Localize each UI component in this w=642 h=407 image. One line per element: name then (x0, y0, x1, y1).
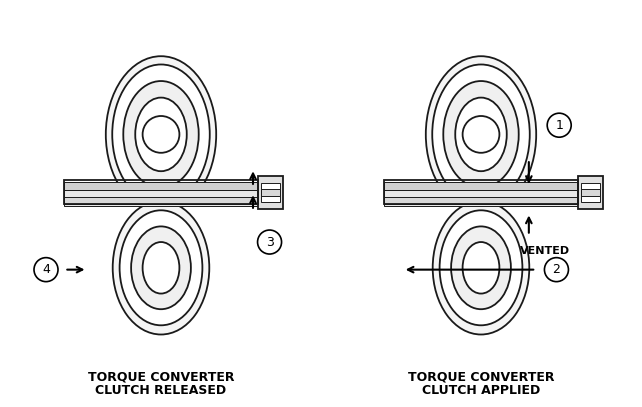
Bar (385, 190, 578, 206)
Bar (261, 183, 280, 201)
Ellipse shape (135, 98, 187, 171)
Bar (385, 182, 578, 190)
Ellipse shape (463, 242, 499, 293)
Ellipse shape (426, 56, 536, 212)
Bar (578, 176, 603, 209)
Ellipse shape (123, 81, 199, 188)
Ellipse shape (131, 226, 191, 309)
Circle shape (143, 116, 179, 153)
Text: 3: 3 (266, 236, 273, 249)
Ellipse shape (443, 81, 519, 188)
Bar (257, 176, 283, 209)
Ellipse shape (112, 64, 210, 204)
Ellipse shape (433, 201, 529, 335)
Ellipse shape (440, 210, 523, 325)
Text: CLUTCH RELEASED: CLUTCH RELEASED (96, 384, 227, 397)
Bar (64, 182, 257, 190)
Bar (261, 189, 280, 196)
Ellipse shape (113, 201, 209, 335)
Ellipse shape (455, 98, 507, 171)
Text: 4: 4 (42, 263, 50, 276)
Bar (64, 197, 257, 204)
Ellipse shape (119, 210, 202, 325)
Bar (64, 190, 257, 206)
Text: CLUTCH APPLIED: CLUTCH APPLIED (422, 384, 540, 397)
Text: VENTED: VENTED (519, 246, 569, 256)
Text: 2: 2 (553, 263, 560, 276)
Text: TORQUE CONVERTER: TORQUE CONVERTER (88, 370, 234, 383)
Text: TORQUE CONVERTER: TORQUE CONVERTER (408, 370, 554, 383)
Bar (581, 189, 600, 196)
Ellipse shape (432, 64, 530, 204)
Bar (581, 183, 600, 201)
Ellipse shape (106, 56, 216, 212)
Text: 1: 1 (555, 119, 563, 132)
Circle shape (544, 258, 568, 282)
Bar (385, 180, 578, 204)
Bar (64, 180, 257, 204)
Circle shape (463, 116, 499, 153)
Circle shape (257, 230, 282, 254)
Bar (385, 197, 578, 204)
Circle shape (34, 258, 58, 282)
Ellipse shape (143, 242, 179, 293)
Ellipse shape (451, 226, 511, 309)
Circle shape (547, 113, 571, 137)
